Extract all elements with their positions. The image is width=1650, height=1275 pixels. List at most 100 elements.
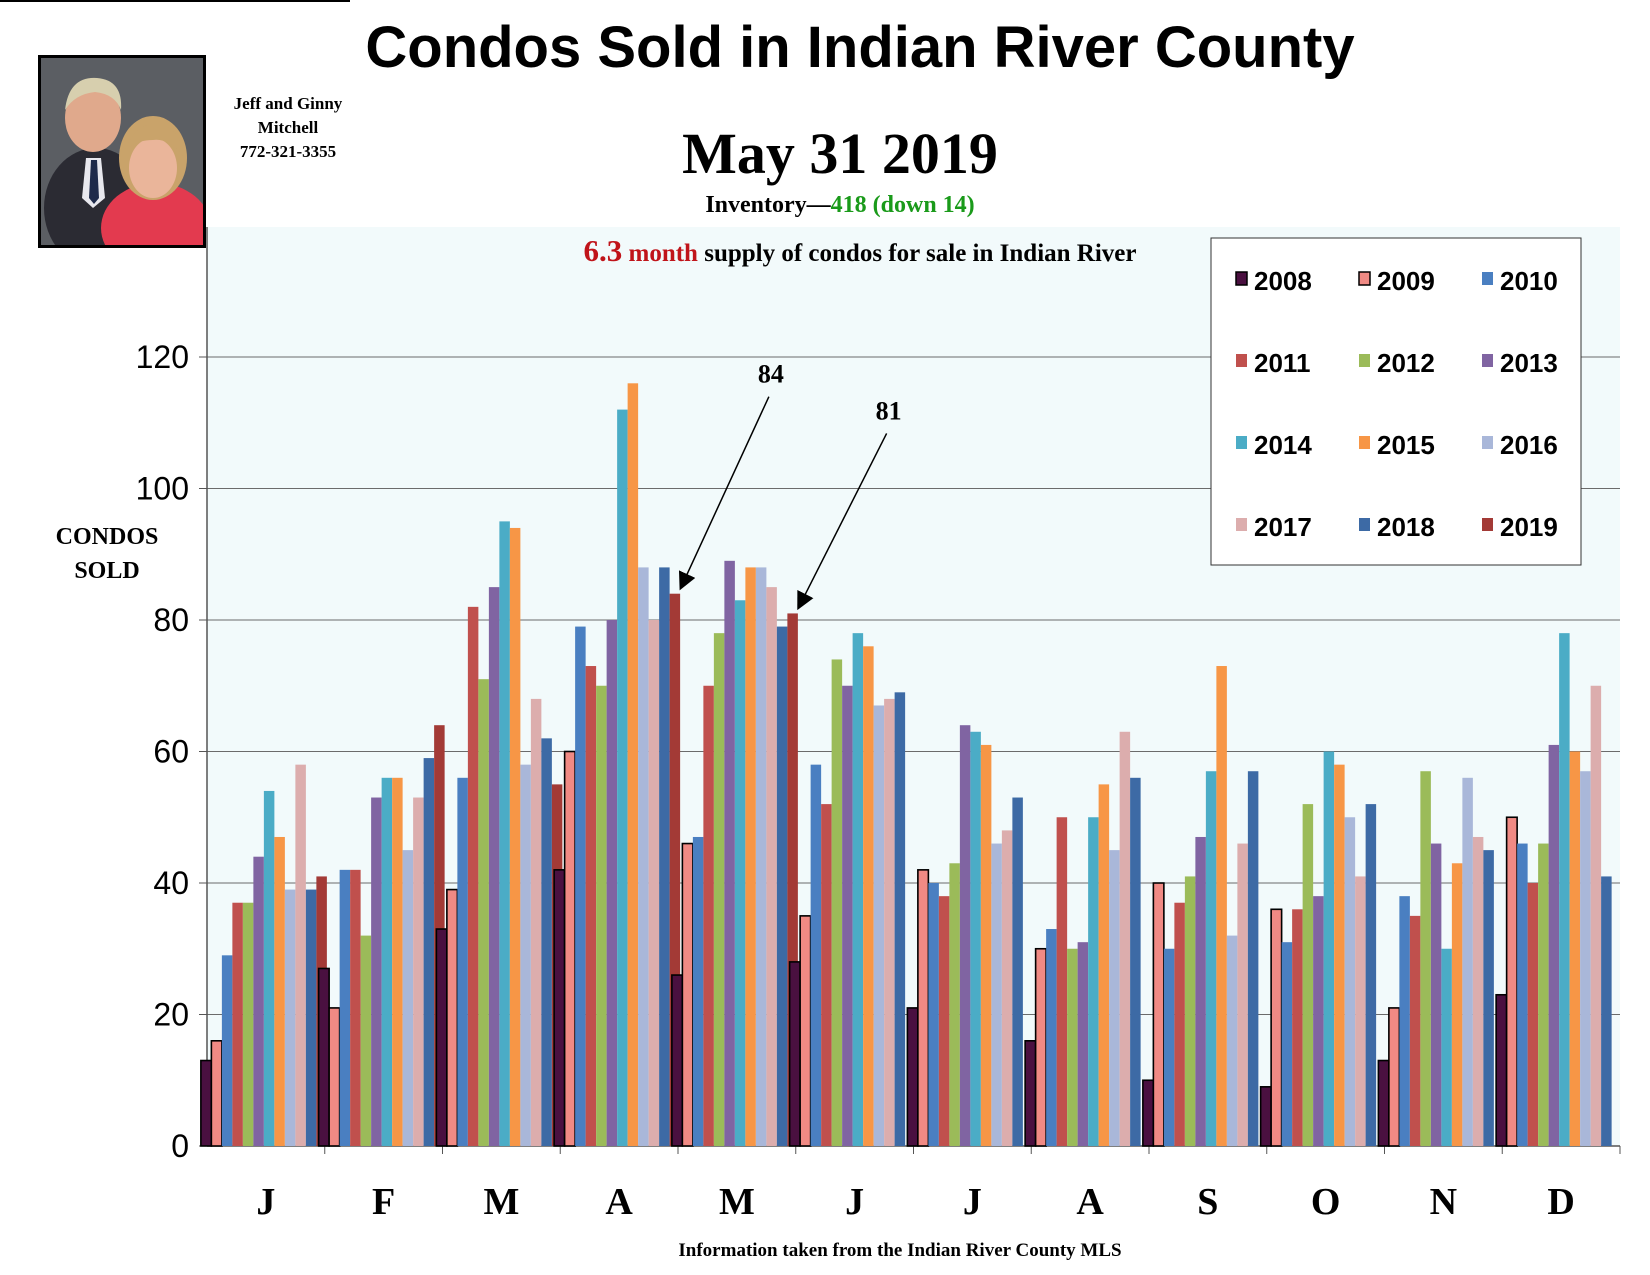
legend-swatch-2010 [1482,272,1493,285]
bar-2009-10 [1388,1007,1401,1147]
bar-2016-11 [1580,771,1591,1146]
bar-2016-7 [1109,850,1120,1146]
agent-names-line2: Mitchell [257,118,319,137]
legend-swatch-2017 [1236,518,1247,531]
agent-phone: 772-321-3355 [239,142,337,161]
bar-2011-6 [938,896,950,1146]
bar-2016-0 [284,889,296,1146]
chart-date: May 31 2019 [682,121,998,186]
legend-swatch-2013 [1482,354,1493,367]
x-tick-label: F [372,1181,395,1223]
legend-label-2009: 2009 [1377,266,1435,296]
bar-2009-4 [681,842,694,1147]
bar-2014-9 [1323,751,1335,1146]
bar-2009-0 [210,1040,223,1147]
inventory-line: Inventory—418 (down 14) [540,192,1140,219]
bar-2013-9 [1313,896,1324,1146]
bar-2012-0 [242,902,254,1146]
bar-2008-0 [200,1059,213,1147]
bar-2018-2 [541,738,552,1146]
bar-2009-6 [917,869,930,1147]
bar-2017-2 [530,698,542,1146]
legend-label-2014: 2014 [1254,430,1312,460]
bar-2014-3 [617,409,628,1147]
bar-2015-4 [745,567,756,1146]
bar-2019-3 [669,593,681,1146]
bar-2009-1 [328,1007,341,1147]
bar-2017-8 [1237,843,1248,1146]
legend-label-2016: 2016 [1500,430,1558,460]
bar-2018-9 [1365,804,1377,1146]
legend-swatch-2011 [1236,354,1247,367]
bar-2016-8 [1226,935,1238,1146]
y-axis-label: CONDOS SOLD [32,520,182,588]
bar-2013-10 [1430,843,1442,1146]
x-tick-label: O [1311,1181,1341,1223]
bar-2008-7 [1024,1040,1037,1147]
bar-2010-1 [339,869,351,1146]
bar-2018-1 [423,758,435,1146]
bar-2012-8 [1184,876,1196,1146]
bar-2012-1 [360,935,372,1146]
bar-2010-2 [457,777,468,1146]
bar-2016-10 [1462,777,1473,1146]
bar-2012-2 [478,679,489,1146]
x-tick-label: A [605,1181,633,1223]
x-tick-label: J [963,1181,982,1223]
bar-2017-10 [1472,836,1484,1146]
legend-swatch-2014 [1236,436,1247,449]
legend-swatch-2015 [1359,436,1370,449]
bar-2018-8 [1247,771,1259,1146]
supply-number: 6.3 [583,233,623,268]
bar-2018-7 [1130,777,1141,1146]
legend-swatch-2016 [1482,436,1493,449]
bar-2008-5 [788,961,801,1147]
supply-text: supply of condos for sale in Indian Rive… [704,240,1137,267]
inventory-label: Inventory— [705,192,831,218]
legend-label-2011: 2011 [1254,348,1310,378]
bar-2016-3 [638,567,649,1146]
bar-2011-0 [232,902,243,1146]
bar-2017-11 [1590,685,1602,1146]
bar-2015-11 [1569,751,1581,1146]
y-tick-label: 60 [153,734,189,770]
bar-2018-3 [659,567,670,1146]
chart-title: Condos Sold in Indian River County [365,15,1355,80]
bar-2008-2 [435,928,448,1147]
bar-2010-7 [1046,929,1057,1146]
bar-2013-5 [842,685,853,1146]
x-tick-label: D [1547,1181,1574,1223]
bar-2011-3 [585,666,597,1146]
bar-2014-6 [970,731,981,1146]
bar-2010-11 [1517,843,1528,1146]
bar-2015-8 [1216,666,1227,1146]
annotation-arrow [678,396,770,591]
bar-2013-4 [724,560,735,1146]
bar-2014-7 [1088,817,1099,1146]
bar-2017-7 [1119,731,1131,1146]
bar-2014-1 [381,777,393,1146]
agent-contact: Jeff and Ginny Mitchell 772-321-3355 [208,92,368,164]
bar-2018-4 [776,626,788,1146]
bar-2015-6 [980,744,992,1146]
legend-label-2019: 2019 [1500,512,1558,542]
bar-2015-9 [1334,764,1345,1146]
bar-2008-4 [671,974,684,1147]
legend-label-2012: 2012 [1377,348,1435,378]
bar-2019-4 [787,613,798,1146]
annotation-label: 84 [758,360,784,389]
bar-2013-7 [1077,942,1089,1146]
bar-2018-11 [1601,876,1612,1146]
bar-2016-4 [755,567,767,1146]
bar-2018-10 [1483,850,1494,1146]
legend-label-2018: 2018 [1377,512,1435,542]
bar-2010-6 [928,883,939,1146]
bar-2013-2 [488,587,500,1146]
bar-2008-10 [1377,1059,1390,1147]
bar-2010-4 [692,836,704,1146]
bar-2009-5 [799,915,812,1147]
bar-2013-6 [959,725,971,1146]
bar-2014-5 [852,633,864,1146]
legend-label-2015: 2015 [1377,430,1435,460]
